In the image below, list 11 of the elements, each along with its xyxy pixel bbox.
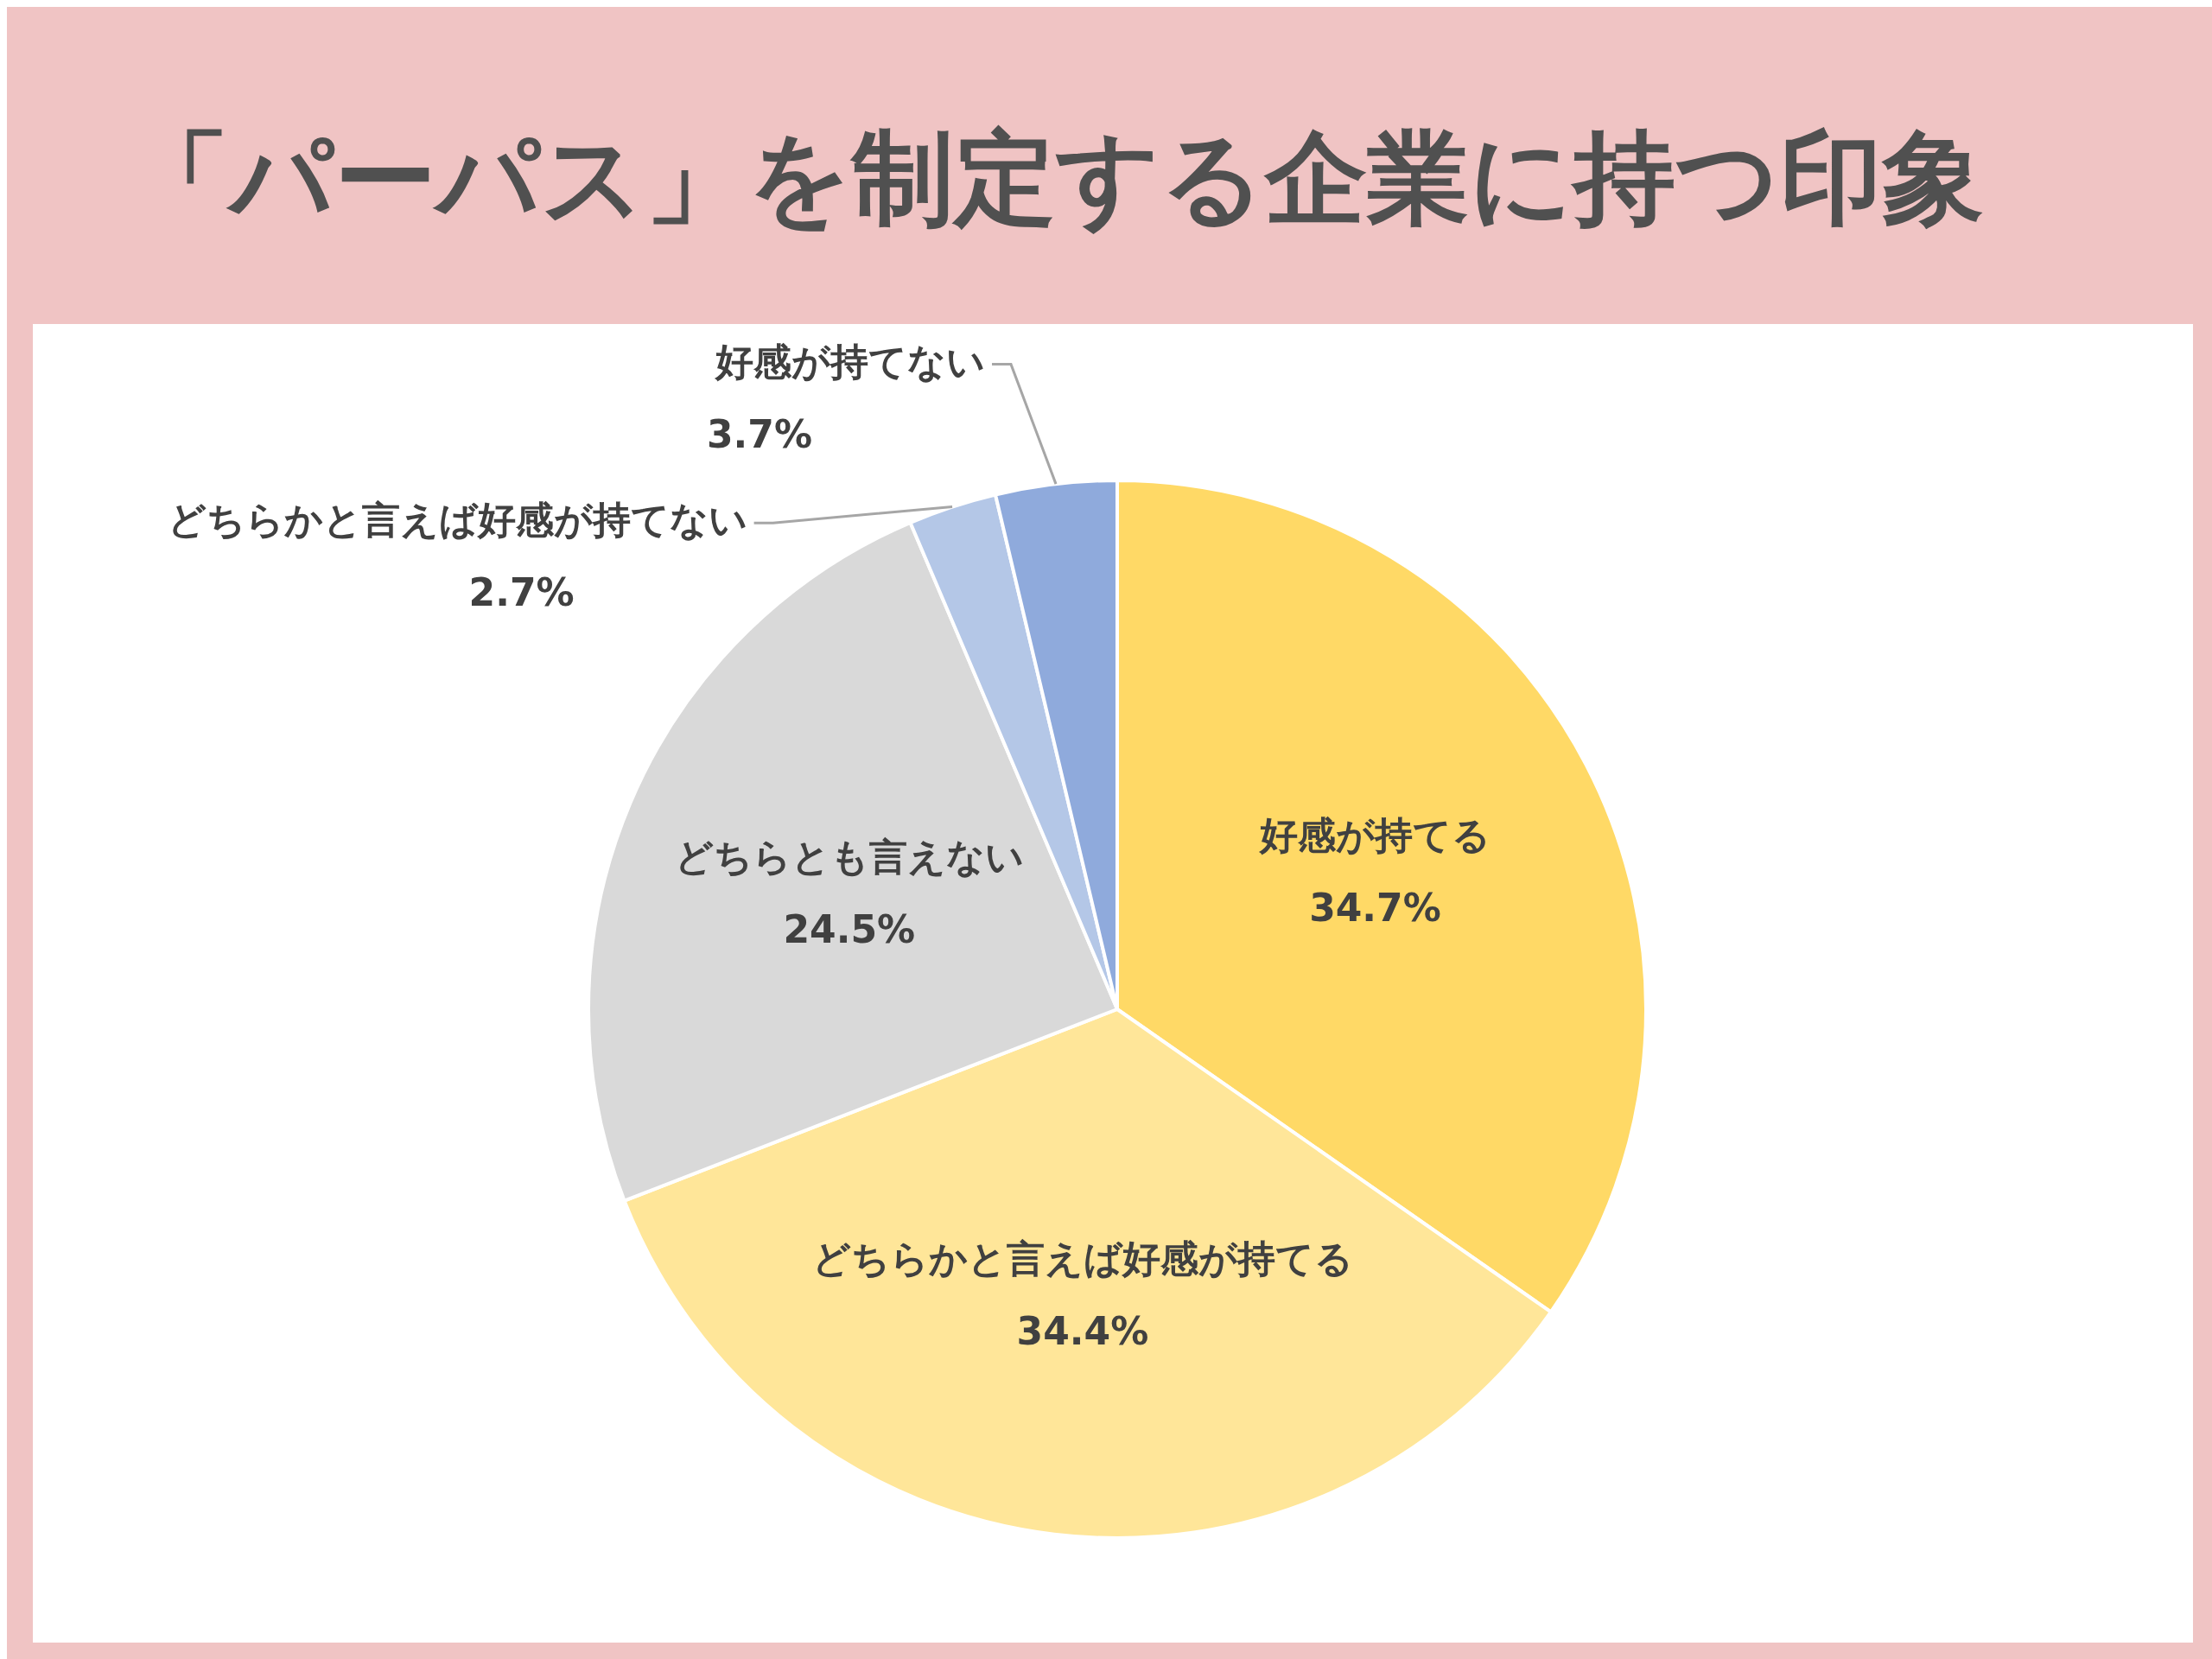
- data-label: 2.7%: [468, 570, 575, 615]
- data-label: 34.7%: [1309, 886, 1441, 931]
- slice-label: 好感が持てない: [714, 339, 985, 384]
- slice-label: 好感が持てる: [1257, 813, 1491, 858]
- slice-label: どちらかと言えば好感が持てる: [811, 1236, 1353, 1281]
- data-label: 34.4%: [1016, 1309, 1149, 1354]
- slice-label: どちらかと言えば好感が持てない: [167, 498, 747, 543]
- slice-label: どちらとも言えない: [674, 835, 1024, 880]
- data-label: 24.5%: [783, 907, 916, 952]
- data-label: 3.7%: [706, 411, 812, 456]
- chart-title: 「パーパス」を制定する企業に持つ印象: [128, 118, 1984, 239]
